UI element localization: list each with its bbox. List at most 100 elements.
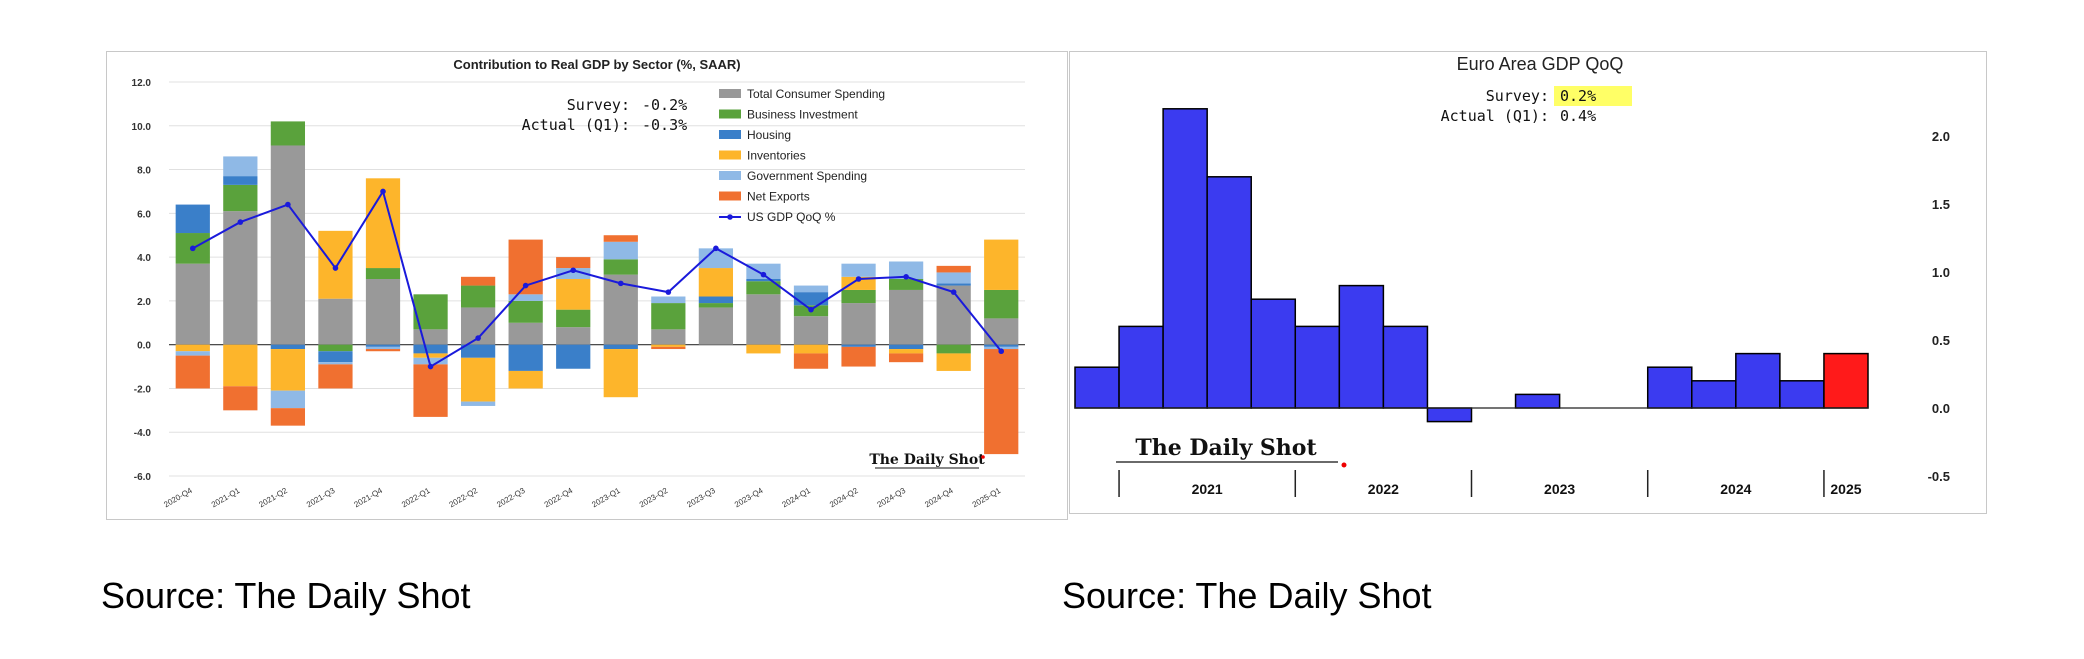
chart2-ytick-label: 1.0 (1932, 265, 1950, 280)
chart1-bar-segment (223, 176, 258, 185)
chart1-bar-segment (698, 307, 734, 345)
chart1-bar-segment (888, 344, 924, 350)
chart1-xtick-label: 2022-Q1 (400, 486, 432, 510)
chart1-bar-segment (698, 296, 734, 304)
chart1-bar-segment (841, 263, 876, 277)
chart1-bar-segment (936, 272, 971, 284)
chart1-gdp-point (570, 267, 577, 274)
chart2-ytick-label: 0.5 (1932, 333, 1950, 348)
chart2-survey-label: Survey: (1486, 87, 1549, 105)
chart1-ytick-label: 6.0 (137, 209, 151, 220)
chart1-bar-segment (556, 268, 591, 279)
chart1-bar-segment (651, 296, 686, 304)
chart1-bar-segment (223, 344, 258, 387)
chart1-bar-segment (365, 344, 401, 347)
chart1-bar-segment (270, 349, 306, 391)
chart1-xtick-label: 2022-Q4 (543, 486, 575, 510)
chart1-bar-segment (318, 362, 353, 365)
chart1-gdp-point (427, 363, 434, 370)
chart1-gdp-point (998, 348, 1005, 355)
chart1-ytick-label: 2.0 (137, 297, 151, 308)
chart2-title: Euro Area GDP QoQ (1457, 54, 1624, 74)
chart1-bar-segment (175, 344, 210, 352)
chart1-ytick-label: -2.0 (134, 384, 152, 395)
chart1-bar-segment (318, 298, 353, 345)
chart1-legend-label: US GDP QoQ % (747, 210, 836, 224)
chart1-bar-segment (603, 344, 638, 350)
chart1-bar-segment (460, 276, 496, 286)
chart1-gdp-point (380, 188, 386, 195)
chart2-bar (1514, 393, 1561, 409)
chart2-year-label: 2025 (1830, 481, 1861, 497)
chart1-gdp-point (332, 265, 339, 271)
chart1-bar-segment (460, 285, 496, 308)
chart1-gdp-point (189, 245, 196, 252)
chart1-bar-segment (984, 346, 1019, 350)
chart1-legend-swatch (719, 150, 741, 160)
chart1-bar-segment (793, 292, 829, 306)
chart1-bar-segment (318, 351, 353, 363)
chart1-bar-segment (841, 289, 876, 304)
chart1-xtick-label: 2024-Q1 (781, 486, 813, 510)
chart2-survey-value: 0.2% (1560, 87, 1596, 105)
chart1-xtick-label: 2023-Q2 (638, 486, 670, 510)
chart2-bar (1646, 366, 1693, 409)
chart1-bar-segment (841, 276, 876, 290)
chart1-xtick-label: 2024-Q4 (923, 486, 955, 510)
chart1-bar-segment (984, 318, 1019, 345)
chart1-ytick-label: 10.0 (132, 122, 152, 133)
chart1-bar-segment (365, 346, 401, 350)
chart2-actual-label: Actual (Q1): (1441, 107, 1549, 125)
chart1-bar-segment (556, 327, 591, 345)
chart1-bar-segment (603, 241, 638, 260)
chart1-bar-segment (746, 281, 781, 295)
chart1-bar-segment (223, 386, 258, 411)
chart1-bar-segment (413, 344, 448, 354)
chart1-bar-segment (603, 235, 638, 242)
chart2-bar (1294, 325, 1341, 409)
chart2-bar (1823, 352, 1869, 409)
chart1-bar-segment (888, 349, 924, 354)
chart1-bar-segment (651, 329, 686, 345)
chart2-actual-value: 0.4% (1560, 107, 1596, 125)
chart2-ytick-label: 2.0 (1932, 129, 1950, 144)
chart2-year-label: 2021 (1192, 481, 1223, 497)
chart1-xtick-label: 2022-Q3 (495, 486, 527, 510)
chart1-bar-segment (223, 156, 258, 177)
chart1-xtick-label: 2023-Q3 (685, 486, 717, 510)
chart1-ytick-label: 12.0 (132, 78, 152, 89)
chart1-survey-value: -0.2% (642, 96, 687, 114)
chart1-gdp-point (475, 335, 481, 341)
chart1-bar-segment (793, 285, 829, 293)
chart1-bar-segment (270, 121, 306, 146)
chart1-bar-segment (175, 351, 210, 356)
chart1-bar-segment (841, 344, 876, 347)
chart2-year-label: 2023 (1544, 481, 1575, 497)
chart1-bar-segment (888, 353, 924, 363)
chart1-bar-segment (556, 279, 591, 310)
chart1-survey-label: Survey: (567, 96, 630, 114)
chart1-xtick-label: 2021-Q2 (257, 486, 289, 510)
chart2-ytick-label: 0.0 (1932, 401, 1950, 416)
chart1-bar-segment (984, 239, 1019, 290)
chart1-gdp-point (808, 306, 814, 313)
chart2-bar (1735, 352, 1781, 409)
chart1-legend-marker (727, 214, 733, 220)
chart1-ytick-label: -4.0 (134, 428, 152, 439)
chart1-bar-segment (936, 283, 971, 286)
chart1-title: Contribution to Real GDP by Sector (%, S… (453, 57, 740, 72)
chart1-ytick-label: 8.0 (137, 166, 151, 177)
chart1-gdp-point (760, 271, 767, 278)
chart2-year-label: 2024 (1720, 481, 1751, 497)
chart1-bar-segment (270, 408, 306, 426)
chart1-bar-segment (936, 285, 971, 345)
chart2-bar (1691, 380, 1737, 409)
chart1-bar-segment (984, 289, 1019, 319)
chart1-gdp-point (285, 201, 291, 208)
chart1-bar-segment (984, 349, 1019, 455)
chart1-bar-segment (508, 344, 543, 371)
chart1-gdp-line (192, 188, 1003, 369)
chart1-bar-segment (888, 279, 924, 290)
chart1-bar-segment (508, 300, 543, 323)
chart1-bar-segment (365, 279, 401, 345)
